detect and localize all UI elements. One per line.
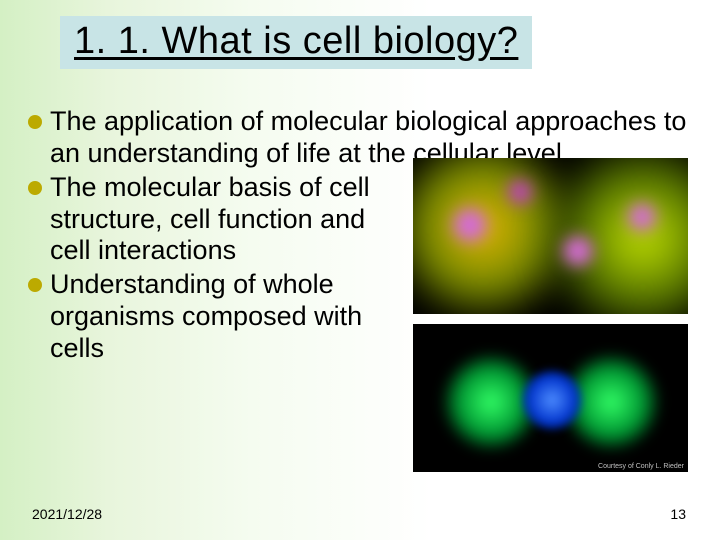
nucleus-glow: [508, 180, 532, 204]
microscopy-image-cells: [413, 158, 688, 314]
bullet-text: The molecular basis of cell structure, c…: [50, 172, 370, 266]
nucleus-glow: [453, 208, 487, 242]
chromosome-glow: [521, 370, 583, 430]
bullet-item: The molecular basis of cell structure, c…: [28, 172, 378, 268]
slide: 1. 1. What is cell biology? The applicat…: [0, 0, 720, 540]
footer-date: 2021/12/28: [32, 506, 102, 522]
image-caption: Courtesy of Conly L. Rieder: [598, 463, 684, 470]
nucleus-glow: [628, 203, 656, 231]
bullet-text: Understanding of whole organisms compose…: [50, 269, 362, 363]
nucleus-glow: [563, 236, 593, 266]
title-box: 1. 1. What is cell biology?: [60, 16, 532, 69]
filament-glow: [533, 158, 688, 314]
bullet-item: Understanding of whole organisms compose…: [28, 269, 408, 365]
microscopy-image-mitosis: Courtesy of Conly L. Rieder: [413, 324, 688, 472]
slide-title: 1. 1. What is cell biology?: [74, 20, 518, 63]
footer-page-number: 13: [670, 506, 686, 522]
